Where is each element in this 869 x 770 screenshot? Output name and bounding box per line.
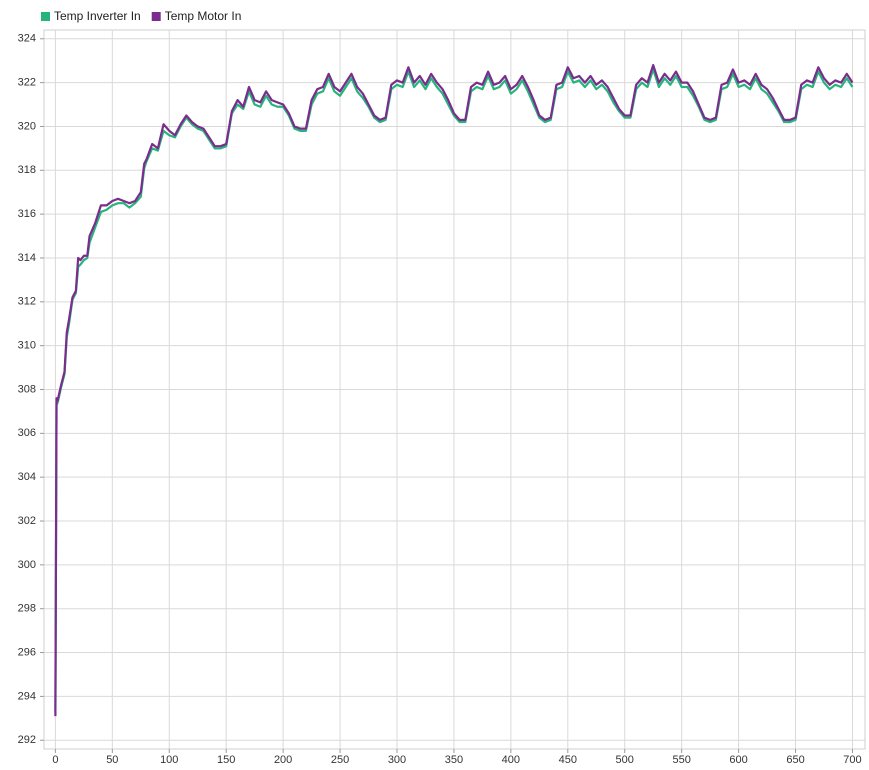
x-tick-label: 650 [786,754,804,766]
y-tick-label: 310 [18,340,36,352]
x-tick-label: 50 [106,754,118,766]
x-tick-label: 0 [52,754,58,766]
x-tick-label: 400 [502,754,520,766]
y-tick-label: 302 [18,515,36,527]
x-tick-label: 550 [672,754,690,766]
legend-label: Temp Motor In [165,9,242,23]
x-tick-label: 600 [729,754,747,766]
y-tick-label: 306 [18,427,36,439]
legend-swatch [41,12,50,21]
y-tick-label: 300 [18,559,36,571]
x-tick-label: 150 [217,754,235,766]
y-tick-label: 316 [18,208,36,220]
x-tick-label: 500 [616,754,634,766]
line-series [54,68,854,712]
y-tick-label: 318 [18,164,36,176]
x-tick-label: 350 [445,754,463,766]
y-tick-label: 308 [18,383,36,395]
x-tick-label: 250 [331,754,349,766]
y-tick-label: 312 [18,296,36,308]
y-tick-label: 324 [18,33,36,45]
y-tick-label: 292 [18,734,36,746]
y-tick-label: 304 [18,471,36,483]
x-tick-label: 200 [274,754,292,766]
x-tick-label: 100 [160,754,178,766]
y-tick-label: 320 [18,120,36,132]
x-tick-label: 700 [843,754,861,766]
legend-label: Temp Inverter In [54,9,141,23]
x-tick-label: 450 [559,754,577,766]
y-tick-label: 322 [18,77,36,89]
y-tick-label: 296 [18,646,36,658]
line-series [54,63,854,717]
y-tick-label: 298 [18,603,36,615]
y-tick-label: 294 [18,690,36,702]
x-tick-label: 300 [388,754,406,766]
y-tick-label: 314 [18,252,36,264]
legend-swatch [151,12,161,21]
